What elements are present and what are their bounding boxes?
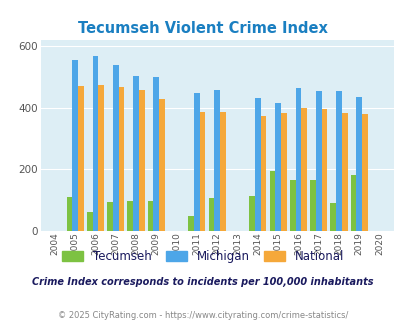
Bar: [321, 109, 326, 231]
Bar: [335, 91, 341, 231]
Bar: [309, 180, 315, 231]
Bar: [275, 103, 280, 231]
Bar: [98, 85, 104, 231]
Bar: [92, 56, 98, 231]
Bar: [133, 76, 139, 231]
Bar: [361, 114, 367, 231]
Bar: [113, 65, 118, 231]
Text: © 2025 CityRating.com - https://www.cityrating.com/crime-statistics/: © 2025 CityRating.com - https://www.city…: [58, 311, 347, 320]
Bar: [199, 112, 205, 231]
Bar: [260, 116, 266, 231]
Bar: [289, 180, 295, 231]
Bar: [341, 113, 347, 231]
Bar: [208, 198, 214, 231]
Bar: [127, 201, 133, 231]
Bar: [72, 60, 78, 231]
Bar: [153, 77, 159, 231]
Bar: [301, 108, 306, 231]
Bar: [254, 98, 260, 231]
Text: Tecumseh Violent Crime Index: Tecumseh Violent Crime Index: [78, 21, 327, 36]
Bar: [214, 90, 220, 231]
Bar: [159, 99, 164, 231]
Bar: [147, 201, 153, 231]
Bar: [188, 215, 194, 231]
Bar: [194, 93, 199, 231]
Bar: [315, 91, 321, 231]
Bar: [107, 202, 113, 231]
Bar: [66, 197, 72, 231]
Bar: [87, 212, 92, 231]
Bar: [295, 88, 301, 231]
Text: Crime Index corresponds to incidents per 100,000 inhabitants: Crime Index corresponds to incidents per…: [32, 277, 373, 287]
Bar: [78, 86, 83, 231]
Bar: [269, 171, 275, 231]
Bar: [118, 87, 124, 231]
Bar: [249, 196, 254, 231]
Bar: [139, 90, 144, 231]
Bar: [356, 97, 361, 231]
Bar: [330, 203, 335, 231]
Bar: [280, 113, 286, 231]
Legend: Tecumseh, Michigan, National: Tecumseh, Michigan, National: [58, 245, 347, 268]
Bar: [350, 176, 356, 231]
Bar: [220, 112, 225, 231]
